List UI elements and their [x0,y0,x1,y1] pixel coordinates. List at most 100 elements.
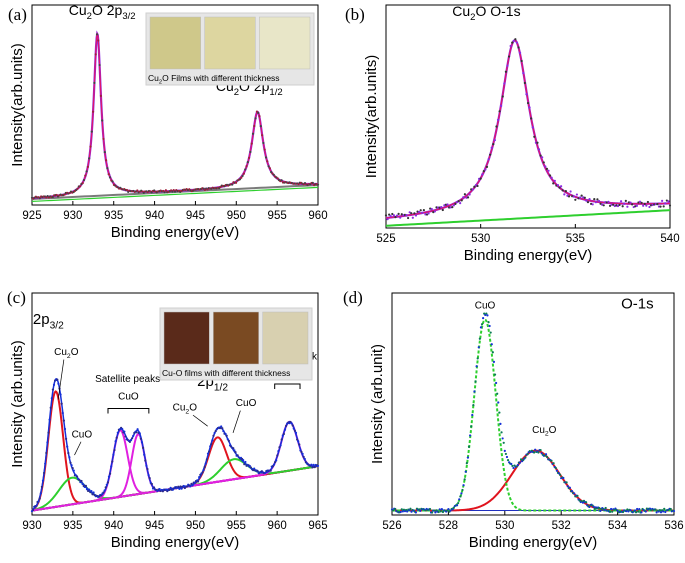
data-point [625,510,628,513]
data-point [462,196,465,199]
data-point [542,161,545,164]
data-point [427,212,430,215]
data-point [253,124,256,128]
data-point [493,373,497,376]
film-swatch [259,16,311,70]
data-point [435,206,438,209]
data-point [183,486,186,490]
panel-c: 930 935 940 945 950 955 960 965 Binding energy(e… [7,288,328,551]
data-point [232,447,235,450]
data-point [115,436,118,439]
data-point [570,489,574,493]
data-point [451,508,454,511]
data-point [466,196,470,199]
data-point [519,51,522,54]
data-point [138,432,141,435]
data-point [212,434,215,437]
data-point [490,343,493,346]
data-point [164,189,167,192]
film-swatch [213,311,259,365]
data-point [562,476,565,480]
x-tick-label: 526 [382,520,401,532]
data-point [400,213,403,216]
data-point [253,467,256,470]
data-point [568,486,571,489]
data-point [479,326,483,329]
data-point [142,446,145,450]
data-point [506,459,510,462]
data-point [263,148,266,151]
data-point [496,392,499,395]
data-point [203,465,206,469]
data-point [414,511,417,514]
fit-curve-purple [385,39,671,220]
data-point [113,448,116,452]
data-point [501,95,504,98]
data-point [455,201,459,204]
data-point [226,438,229,441]
data-point [451,206,454,209]
data-point [108,176,112,179]
data-point [114,440,117,443]
data-point [534,448,537,451]
data-point [248,464,251,468]
data-point [447,507,450,511]
data-point [418,508,421,511]
data-point [573,492,576,495]
data-point [70,464,73,467]
data-point [492,360,496,363]
data-point [91,493,94,496]
x-tick-label: 945 [186,210,205,222]
data-point [575,193,579,196]
data-point [471,188,474,191]
data-point [530,117,533,120]
data-point [280,438,283,441]
data-point [629,201,632,204]
data-point [162,189,165,193]
data-point [227,439,230,442]
x-tick-label: 960 [308,210,327,222]
data-point [548,174,552,177]
data-point [291,424,294,427]
data-point [476,357,479,360]
data-point [405,508,408,512]
data-point [633,509,637,512]
data-point [648,205,651,209]
data-point [431,511,434,514]
data-point [256,469,259,472]
data-point [90,489,93,493]
data-point [668,204,672,207]
data-point [468,434,472,437]
x-tick-label: 532 [552,520,571,532]
data-point [233,449,236,452]
data-point [178,487,181,490]
data-point [165,488,168,491]
data-point [275,459,278,462]
data-point [486,314,489,317]
data-point [501,437,504,440]
data-point [659,511,663,514]
data-point [470,425,473,428]
data-point [661,199,664,203]
data-point [603,508,606,511]
data-point [294,431,298,435]
data-point [591,203,594,206]
data-point [112,453,115,456]
data-point [534,141,537,144]
data-point [405,214,408,217]
data-point [454,202,457,205]
data-point [197,480,200,483]
data-point [389,214,392,218]
data-point [526,101,530,105]
data-point [526,453,529,456]
data-point [86,165,89,168]
data-point [567,195,571,198]
data-point [88,488,91,491]
data-point [646,200,650,204]
data-point [441,208,444,212]
data-point [177,485,180,488]
data-point [163,191,166,194]
data-point [49,406,52,409]
data-point [312,463,315,466]
